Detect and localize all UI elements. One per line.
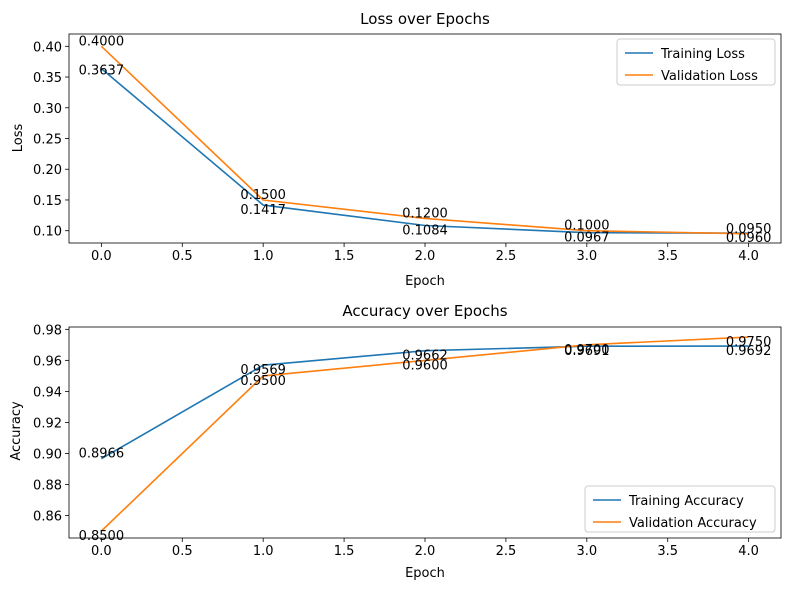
loss-chart-x-axis-label: Epoch [405,274,445,289]
loss-y-tick-label: 0.20 [33,163,62,178]
accuracy-y-tick-label: 0.94 [33,385,62,400]
loss-x-tick-label: 4.0 [738,249,759,264]
loss-series-1-point-label: 0.1500 [240,188,286,203]
loss-series-0-point-label: 0.0967 [564,231,610,246]
accuracy-x-tick-label: 3.5 [657,544,678,559]
loss-legend [616,38,776,86]
accuracy-chart-x-axis-label: Epoch [405,566,445,581]
loss-x-tick-label: 3.0 [576,249,597,264]
accuracy-chart: Accuracy over Epochs Epoch Accuracy 0.89… [9,302,782,581]
loss-y-tick-label: 0.30 [33,102,62,117]
accuracy-x-tick-label: 1.5 [334,544,355,559]
accuracy-x-tick-label: 0.5 [172,544,193,559]
accuracy-series-0-point-label: 0.9569 [240,363,286,378]
accuracy-legend-label-1: Validation Accuracy [629,516,757,531]
accuracy-y-tick-label: 0.98 [33,323,62,338]
loss-x-tick-label: 0.0 [91,249,112,264]
loss-series-0-point-label: 0.3637 [79,64,125,79]
accuracy-y-tick-label: 0.96 [33,354,62,369]
accuracy-x-tick-label: 2.5 [496,544,517,559]
accuracy-y-tick-label: 0.90 [33,447,62,462]
loss-chart-y-axis-label: Loss [11,124,26,153]
accuracy-series-1-point-label: 0.9500 [240,374,286,389]
loss-series-0-line [100,67,749,234]
accuracy-series-1-point-label: 0.8500 [79,529,125,544]
accuracy-x-tick-label: 2.0 [415,544,436,559]
loss-legend-label-0: Training Loss [660,47,745,62]
accuracy-legend-label-0: Training Accuracy [628,494,744,509]
accuracy-series-1-point-label: 0.9750 [726,335,772,350]
accuracy-series-0-point-label: 0.9662 [402,349,448,364]
loss-series-1-point-label: 0.0950 [726,222,772,237]
loss-series-1-point-label: 0.1000 [564,219,610,234]
loss-chart-title: Loss over Epochs [360,10,490,28]
loss-series-0-point-label: 0.1417 [240,203,286,218]
accuracy-chart-plot-area: 0.8966 0.9569 0.9662 0.9691 0.9692 0.8500 0.95… [33,323,782,559]
loss-x-tick-label: 2.0 [415,249,436,264]
accuracy-series-0-point-label: 0.8966 [79,447,125,462]
loss-x-tick-label: 0.5 [172,249,193,264]
accuracy-legend [584,485,776,533]
accuracy-chart-title: Accuracy over Epochs [342,302,507,320]
loss-series-1-line [100,45,749,235]
loss-y-tick-label: 0.10 [33,225,62,240]
loss-x-tick-label: 3.5 [657,249,678,264]
loss-chart: Loss over Epochs Epoch Loss 0.3637 0.1417… [11,10,782,289]
accuracy-y-tick-label: 0.88 [33,478,62,493]
loss-series-1-point-label: 0.1200 [402,206,448,221]
accuracy-x-tick-label: 1.0 [253,544,274,559]
accuracy-x-tick-label: 0.0 [91,544,112,559]
accuracy-series-0-line [100,345,749,460]
loss-y-tick-label: 0.40 [33,40,62,55]
accuracy-y-tick-label: 0.92 [33,416,62,431]
accuracy-series-1-line [100,336,749,532]
loss-x-tick-label: 2.5 [496,249,517,264]
accuracy-y-tick-label: 0.86 [33,510,62,525]
loss-y-tick-label: 0.25 [33,133,62,148]
accuracy-series-1-point-label: 0.9600 [402,358,448,373]
loss-y-tick-label: 0.15 [33,194,62,209]
loss-x-tick-label: 1.5 [334,249,355,264]
loss-x-tick-label: 1.0 [253,249,274,264]
accuracy-x-tick-label: 4.0 [738,544,759,559]
loss-chart-plot-area: 0.3637 0.1417 0.1084 0.0967 0.0960 0.4000 0.15… [33,33,782,264]
loss-series-0-point-label: 0.1084 [402,224,448,239]
accuracy-series-0-point-label: 0.9691 [564,344,610,359]
loss-series-1-point-label: 0.4000 [79,34,125,49]
accuracy-series-1-point-label: 0.9700 [564,343,610,358]
accuracy-series-0-point-label: 0.9692 [726,344,772,359]
loss-series-0-point-label: 0.0960 [726,231,772,246]
accuracy-x-tick-label: 3.0 [576,544,597,559]
loss-legend-label-1: Validation Loss [661,69,758,84]
loss-y-tick-label: 0.35 [33,71,62,86]
accuracy-chart-y-axis-label: Accuracy [9,401,24,461]
